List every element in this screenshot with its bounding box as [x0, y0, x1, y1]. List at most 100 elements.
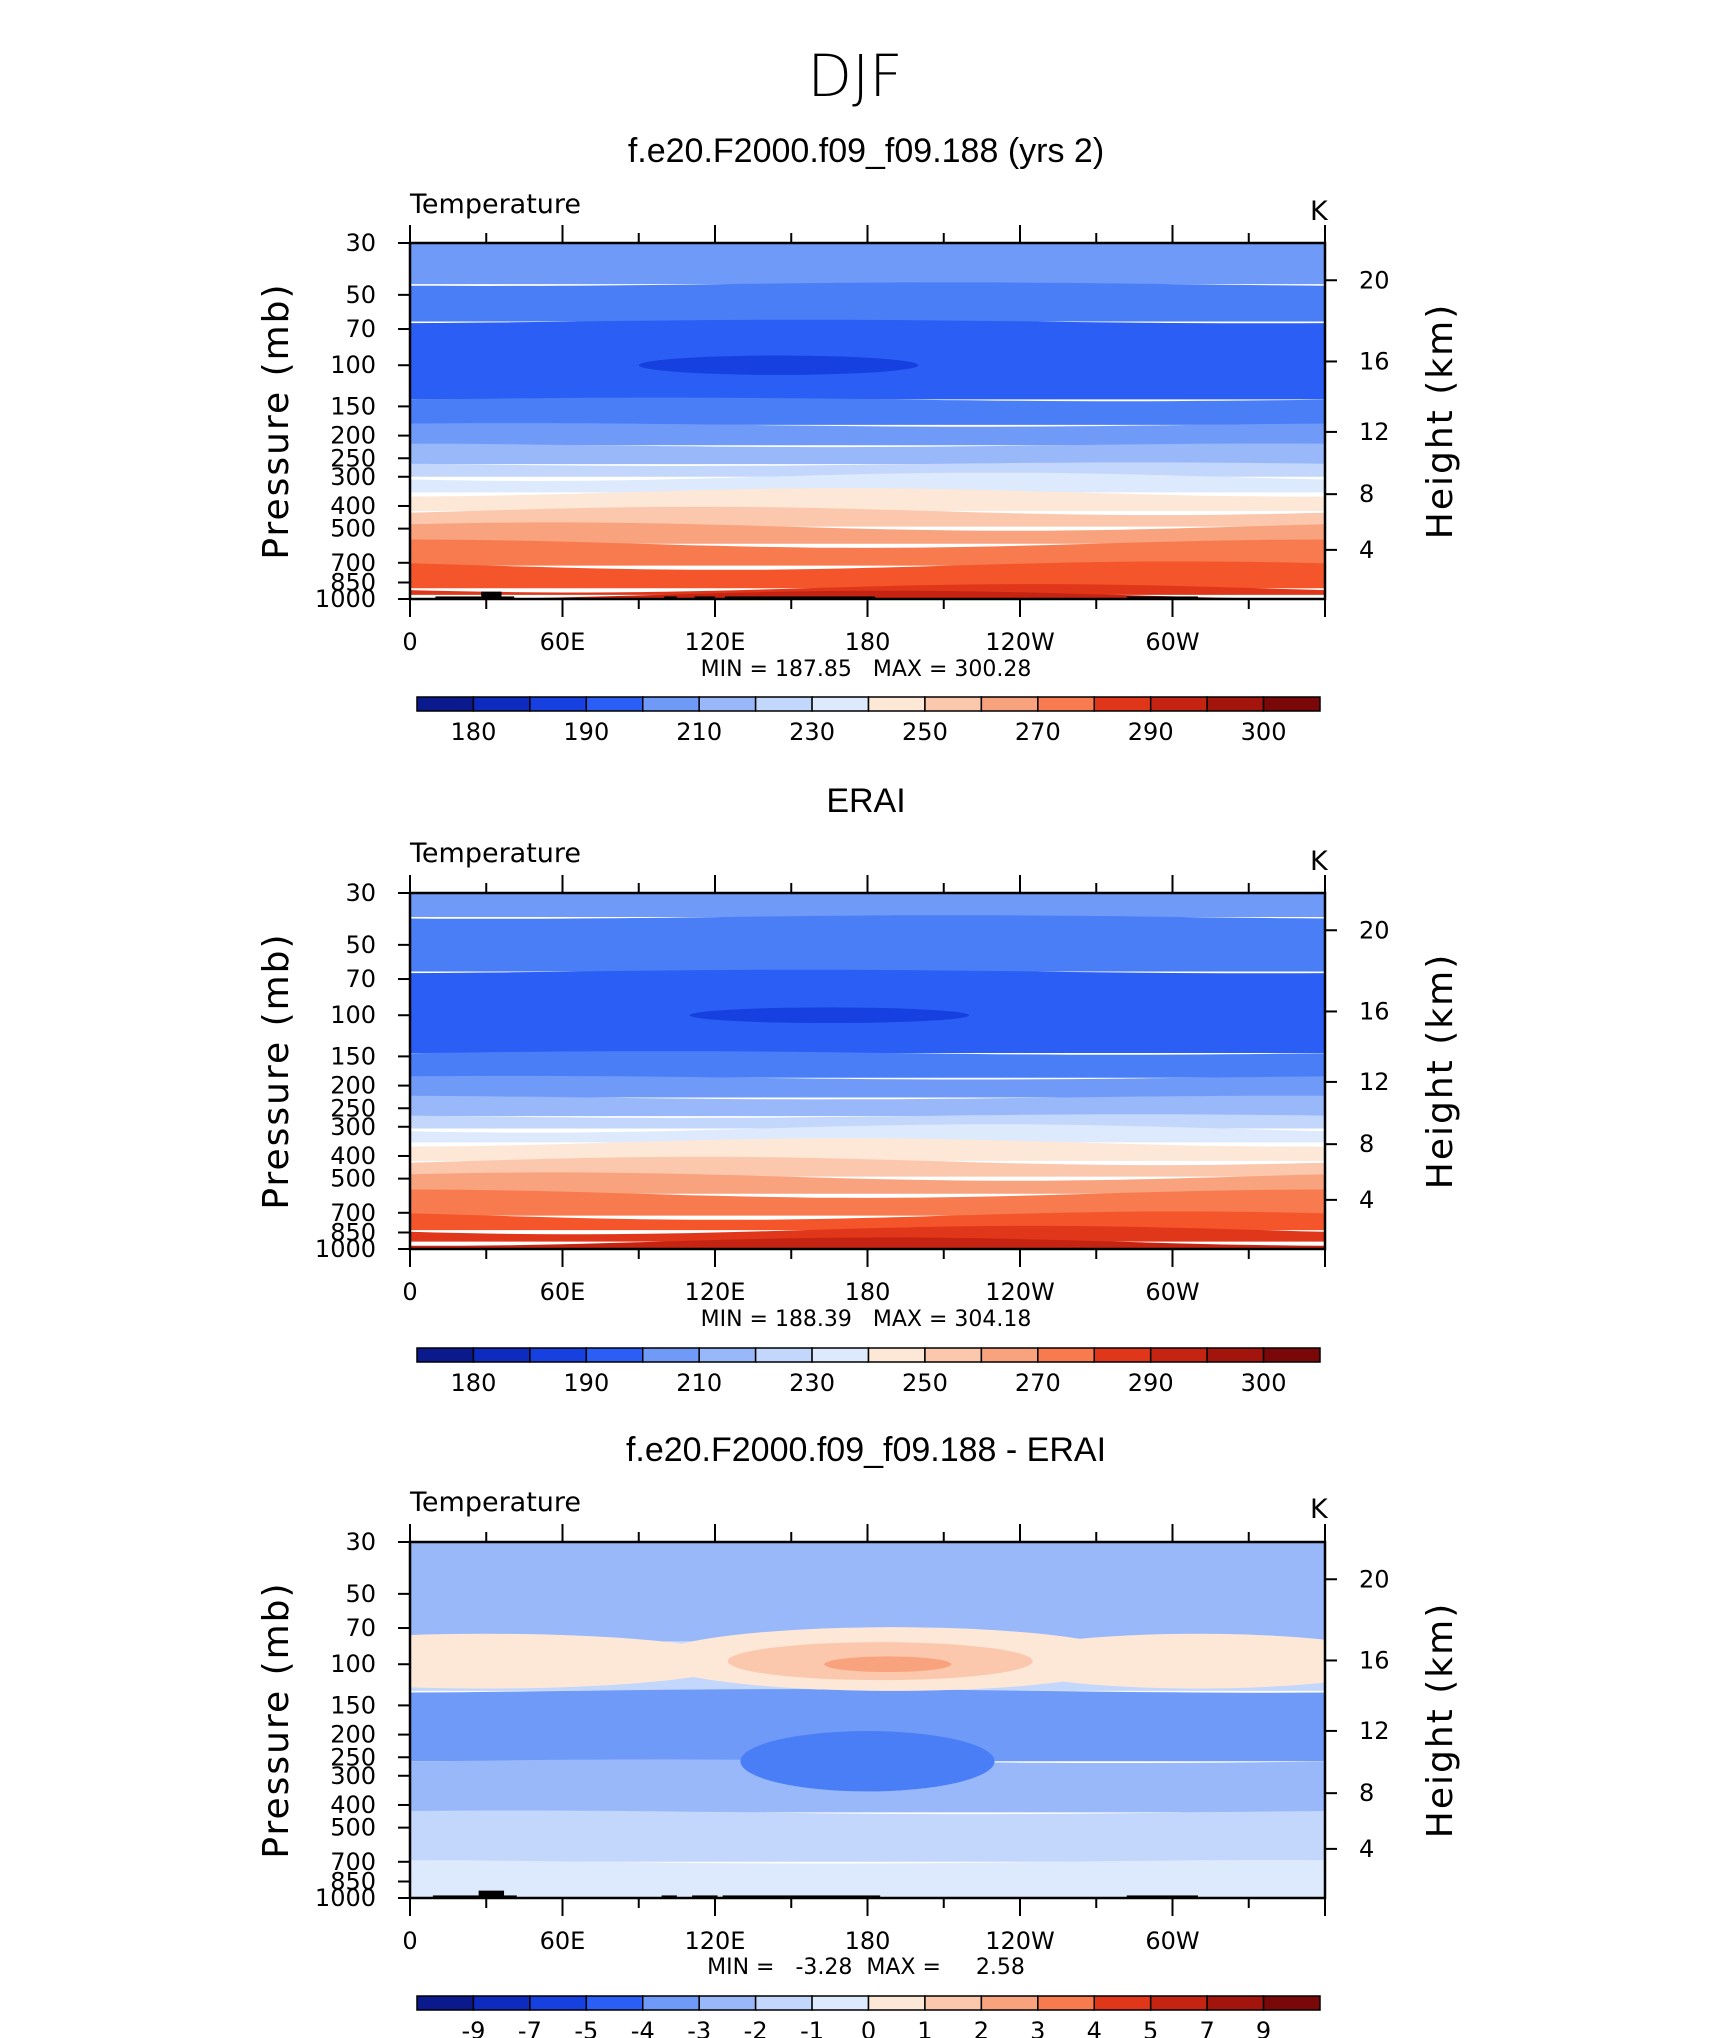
colorbar-box	[472, 1347, 531, 1363]
y-tick-label: 200	[330, 1721, 376, 1749]
y-tick-label: 70	[345, 315, 376, 343]
y-tick-label: 150	[330, 1042, 376, 1070]
x-tick-label: 0	[402, 628, 417, 656]
x-tick-label: 120W	[985, 628, 1055, 656]
y-tick-label: 850	[330, 1868, 376, 1896]
y-tick-label: 70	[345, 1614, 376, 1642]
colorbar-label: -4	[631, 2017, 655, 2038]
x-tick-label: 0	[402, 1927, 417, 1955]
x-tick-label: 60E	[540, 1278, 586, 1306]
contour-band	[410, 522, 1325, 544]
contour-band	[410, 1124, 1325, 1143]
colorbar-label: 250	[902, 1369, 948, 1397]
colorbar-box	[1206, 1995, 1265, 2011]
topography-block	[481, 591, 502, 599]
colorbar-label: 190	[563, 718, 609, 746]
y-tick-label: 100	[330, 1001, 376, 1029]
colorbar-box	[1037, 1995, 1095, 2011]
contour-band	[410, 1225, 1325, 1242]
y-tick-label: 50	[345, 281, 376, 309]
topography-block	[435, 596, 482, 599]
colorbar-box	[754, 1995, 813, 2011]
contour-band	[410, 1189, 1325, 1216]
colorbar-label: 230	[789, 1369, 835, 1397]
y-tick-label: 400	[330, 1791, 376, 1819]
contour-band	[410, 584, 1325, 595]
colorbar-box	[1149, 1347, 1208, 1363]
y-tick-label: 400	[330, 492, 376, 520]
panel-obs-ylabel: Pressure (mb)	[256, 932, 297, 1209]
topography-block	[1126, 596, 1198, 599]
colorbar-box	[1262, 1995, 1321, 2011]
panel-model-units: K	[1310, 196, 1329, 227]
colorbar-label: 9	[1256, 2017, 1271, 2038]
contour-blob	[689, 1007, 970, 1024]
y2-tick-label: 4	[1359, 1186, 1374, 1214]
y-tick-label: 200	[330, 422, 376, 450]
y2-tick-label: 20	[1359, 266, 1390, 294]
y-tick-label: 400	[330, 1142, 376, 1170]
x-tick-label: 60W	[1145, 1278, 1199, 1306]
y2-tick-label: 16	[1359, 1646, 1390, 1674]
panel-obs-plot: 0 60E 120E 180 120W 60W3050701001502002503004…	[315, 875, 1390, 1306]
colorbar-box	[980, 1347, 1039, 1363]
colorbar-box	[1037, 696, 1095, 712]
colorbar-label: 7	[1199, 2017, 1214, 2038]
colorbar-box	[980, 1995, 1039, 2011]
panel-diff-y2label: Height (km)	[1420, 1602, 1461, 1838]
colorbar-label: 300	[1241, 1369, 1287, 1397]
y-tick-label: 1000	[315, 1235, 376, 1263]
contour-blob	[410, 1633, 741, 1689]
y-tick-label: 500	[330, 515, 376, 543]
topography-block	[661, 1895, 677, 1898]
x-tick-label: 60W	[1145, 628, 1199, 656]
y2-tick-label: 20	[1359, 1565, 1390, 1593]
panel-obs-variable: Temperature	[409, 838, 581, 869]
colorbar-label: 230	[789, 718, 835, 746]
contour-band	[410, 282, 1325, 322]
colorbar-box	[585, 1347, 644, 1363]
colorbar-label: 4	[1087, 2017, 1102, 2038]
colorbar-label: 1	[917, 2017, 932, 2038]
panel-diff-variable: Temperature	[409, 1487, 581, 1518]
y2-tick-label: 8	[1359, 480, 1374, 508]
colorbar-box	[529, 1995, 588, 2011]
contour-band	[410, 1860, 1325, 1898]
colorbar-box	[1149, 696, 1208, 712]
panel-model-y2label: Height (km)	[1420, 303, 1461, 539]
panel-diff-units: K	[1310, 1494, 1329, 1525]
colorbar-label: 210	[676, 718, 722, 746]
panel-model-colorbar: 180 190 210 230 250 270 290 300	[416, 696, 1321, 746]
colorbar-box	[1262, 1347, 1321, 1363]
colorbar-label: -1	[800, 2017, 824, 2038]
colorbar-box	[811, 1995, 870, 2011]
colorbar-box	[698, 1347, 757, 1363]
topography-block	[692, 1895, 718, 1898]
y-tick-label: 850	[330, 1219, 376, 1247]
colorbar-box	[416, 1995, 475, 2011]
colorbar-box	[472, 1995, 531, 2011]
colorbar-label: 270	[1015, 718, 1061, 746]
colorbar-label: -5	[574, 2017, 598, 2038]
colorbar-label: 300	[1241, 718, 1287, 746]
colorbar-box	[529, 1347, 588, 1363]
contour-band	[410, 1542, 1325, 1642]
y2-tick-label: 12	[1359, 1068, 1390, 1096]
colorbar-box	[698, 1995, 757, 2011]
colorbar-box	[416, 696, 475, 712]
figure-title: DJF	[807, 42, 902, 110]
y-tick-label: 250	[330, 444, 376, 472]
x-tick-label: 120W	[985, 1927, 1055, 1955]
x-tick-label: 180	[845, 1927, 891, 1955]
plot-fill	[410, 1542, 1325, 1898]
panel-model-variable: Temperature	[409, 189, 581, 220]
y-tick-label: 50	[345, 1580, 376, 1608]
topography-block	[664, 596, 677, 599]
contour-band	[410, 397, 1325, 425]
contour-band	[410, 539, 1325, 566]
colorbar-box	[1206, 696, 1265, 712]
contour-band	[410, 423, 1325, 446]
contour-band	[410, 472, 1325, 493]
colorbar-label: 5	[1143, 2017, 1158, 2038]
y-tick-label: 30	[345, 879, 376, 907]
